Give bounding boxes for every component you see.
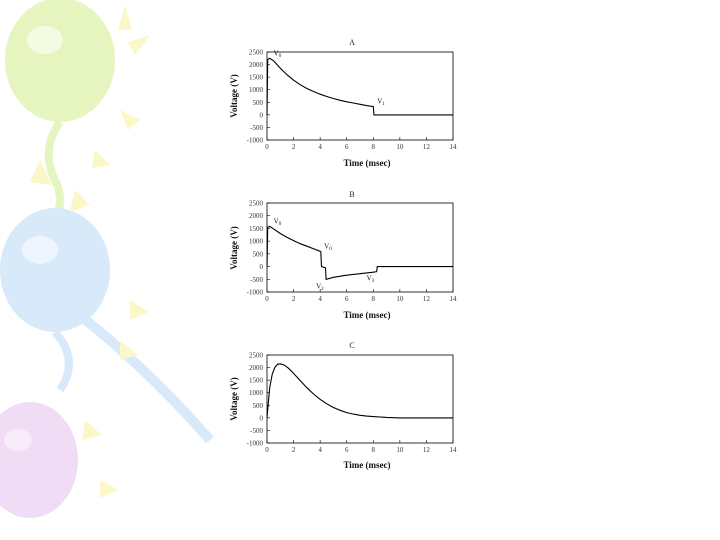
voltage-series-line: [266, 57, 453, 116]
y-tick-label: 1000: [249, 238, 264, 246]
x-ticks: 0 2 4 6 8 10 12 14: [265, 289, 457, 303]
plot-frame: [266, 51, 454, 141]
x-tick-label: 10: [396, 143, 404, 151]
y-tick-label: 2000: [249, 212, 264, 220]
annotation-label: V3: [367, 275, 375, 285]
x-axis-title: Time (msec): [343, 460, 390, 470]
y-tick-label: -1000: [247, 289, 264, 297]
x-tick-label: 10: [396, 295, 404, 303]
x-tick-label: 12: [423, 446, 431, 454]
x-tick-label: 0: [265, 295, 269, 303]
annotations: V0 V0 V2 V3: [274, 217, 375, 291]
y-ticks: -1000 -500 0 500 1000 1500 2000 2500: [247, 352, 270, 448]
y-tick-label: 1000: [249, 86, 264, 94]
annotation-label: V1: [377, 98, 385, 108]
x-tick-label: 4: [318, 446, 322, 454]
y-tick-label: -500: [250, 427, 263, 435]
chart-panel-c: C Time (msec) Voltage (V) -1000 -500 0 500 1…: [229, 341, 457, 470]
x-tick-label: 0: [265, 446, 269, 454]
x-tick-label: 10: [396, 446, 404, 454]
y-tick-label: -1000: [247, 440, 264, 448]
y-tick-label: -500: [250, 124, 263, 132]
panel-label: C: [349, 341, 354, 350]
x-axis-title: Time (msec): [343, 310, 390, 320]
y-tick-label: 500: [253, 402, 264, 410]
x-tick-label: 6: [345, 143, 349, 151]
x-tick-label: 2: [292, 143, 296, 151]
y-tick-label: 2000: [249, 364, 264, 372]
panel-label: B: [349, 190, 354, 199]
balloon-purple: [0, 402, 78, 518]
plot-frame: [266, 202, 454, 293]
y-tick-label: 0: [260, 263, 264, 271]
x-tick-label: 2: [292, 295, 296, 303]
y-axis-title: Voltage (V): [229, 226, 239, 269]
y-tick-label: -500: [250, 276, 263, 284]
x-ticks: 0 2 4 6 8 10 12 14: [265, 440, 457, 454]
x-axis-title: Time (msec): [343, 158, 390, 168]
x-tick-label: 6: [345, 295, 349, 303]
y-tick-label: 2000: [249, 61, 264, 69]
y-tick-label: 2500: [249, 352, 264, 360]
annotations: V0 V1: [274, 49, 386, 107]
chart-panel-b: B Time (msec) Voltage (V) -1000 -500 0 500 1…: [229, 190, 457, 320]
x-tick-label: 14: [450, 295, 458, 303]
x-tick-label: 8: [372, 446, 376, 454]
balloon-blue: [0, 208, 214, 444]
x-tick-label: 4: [318, 295, 322, 303]
y-tick-label: -1000: [247, 137, 264, 145]
y-tick-label: 500: [253, 250, 264, 258]
y-tick-label: 2500: [249, 49, 264, 57]
voltage-series-line: [266, 363, 453, 419]
x-tick-label: 14: [450, 143, 458, 151]
y-tick-label: 1500: [249, 225, 264, 233]
y-ticks: -1000 -500 0 500 1000 1500 2000 2500: [247, 49, 270, 145]
y-tick-label: 1000: [249, 389, 264, 397]
annotation-label: V0: [274, 217, 282, 227]
y-axis-title: Voltage (V): [229, 377, 239, 420]
x-tick-label: 14: [450, 446, 458, 454]
annotation-label: V2: [316, 282, 324, 292]
x-tick-label: 8: [372, 143, 376, 151]
y-tick-label: 2500: [249, 200, 264, 208]
y-ticks: -1000 -500 0 500 1000 1500 2000 2500: [247, 200, 270, 297]
panel-label: A: [349, 38, 355, 47]
y-tick-label: 0: [260, 111, 264, 119]
plot-frame: [266, 354, 454, 444]
x-tick-label: 0: [265, 143, 269, 151]
x-tick-label: 2: [292, 446, 296, 454]
sun-rays: [30, 5, 150, 498]
x-tick-label: 6: [345, 446, 349, 454]
y-tick-label: 500: [253, 99, 264, 107]
y-tick-label: 0: [260, 414, 264, 422]
chart-panel-a: A Time (msec) Voltage (V) -1000 -500 0 500 1…: [229, 38, 457, 168]
y-tick-label: 1500: [249, 377, 264, 385]
y-tick-label: 1500: [249, 74, 264, 82]
x-tick-label: 8: [372, 295, 376, 303]
y-axis-title: Voltage (V): [229, 74, 239, 117]
annotation-label: V0: [324, 242, 332, 252]
annotation-label: V0: [274, 49, 282, 59]
x-tick-label: 12: [423, 143, 431, 151]
x-tick-label: 4: [318, 143, 322, 151]
x-tick-label: 12: [423, 295, 431, 303]
voltage-series-line: [266, 225, 453, 280]
x-ticks: 0 2 4 6 8 10 12 14: [265, 137, 457, 151]
